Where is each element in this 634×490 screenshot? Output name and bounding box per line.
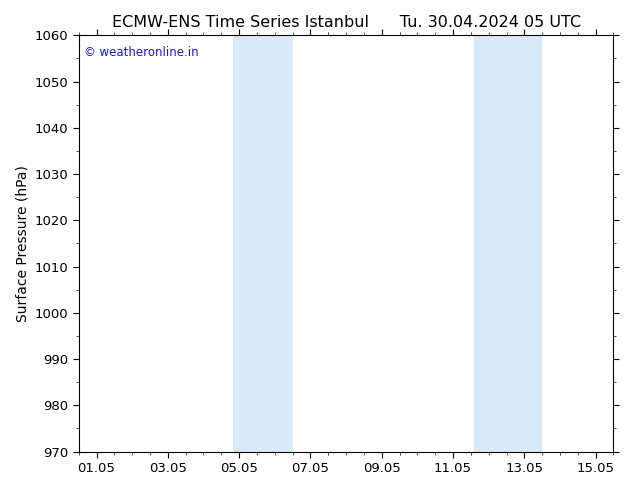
Y-axis label: Surface Pressure (hPa): Surface Pressure (hPa) xyxy=(15,165,29,322)
Bar xyxy=(507,35,542,452)
Bar xyxy=(474,35,507,452)
Text: © weatheronline.in: © weatheronline.in xyxy=(84,46,198,59)
Bar xyxy=(257,35,293,452)
Bar xyxy=(233,35,257,452)
Title: ECMW-ENS Time Series Istanbul      Tu. 30.04.2024 05 UTC: ECMW-ENS Time Series Istanbul Tu. 30.04.… xyxy=(112,15,581,30)
